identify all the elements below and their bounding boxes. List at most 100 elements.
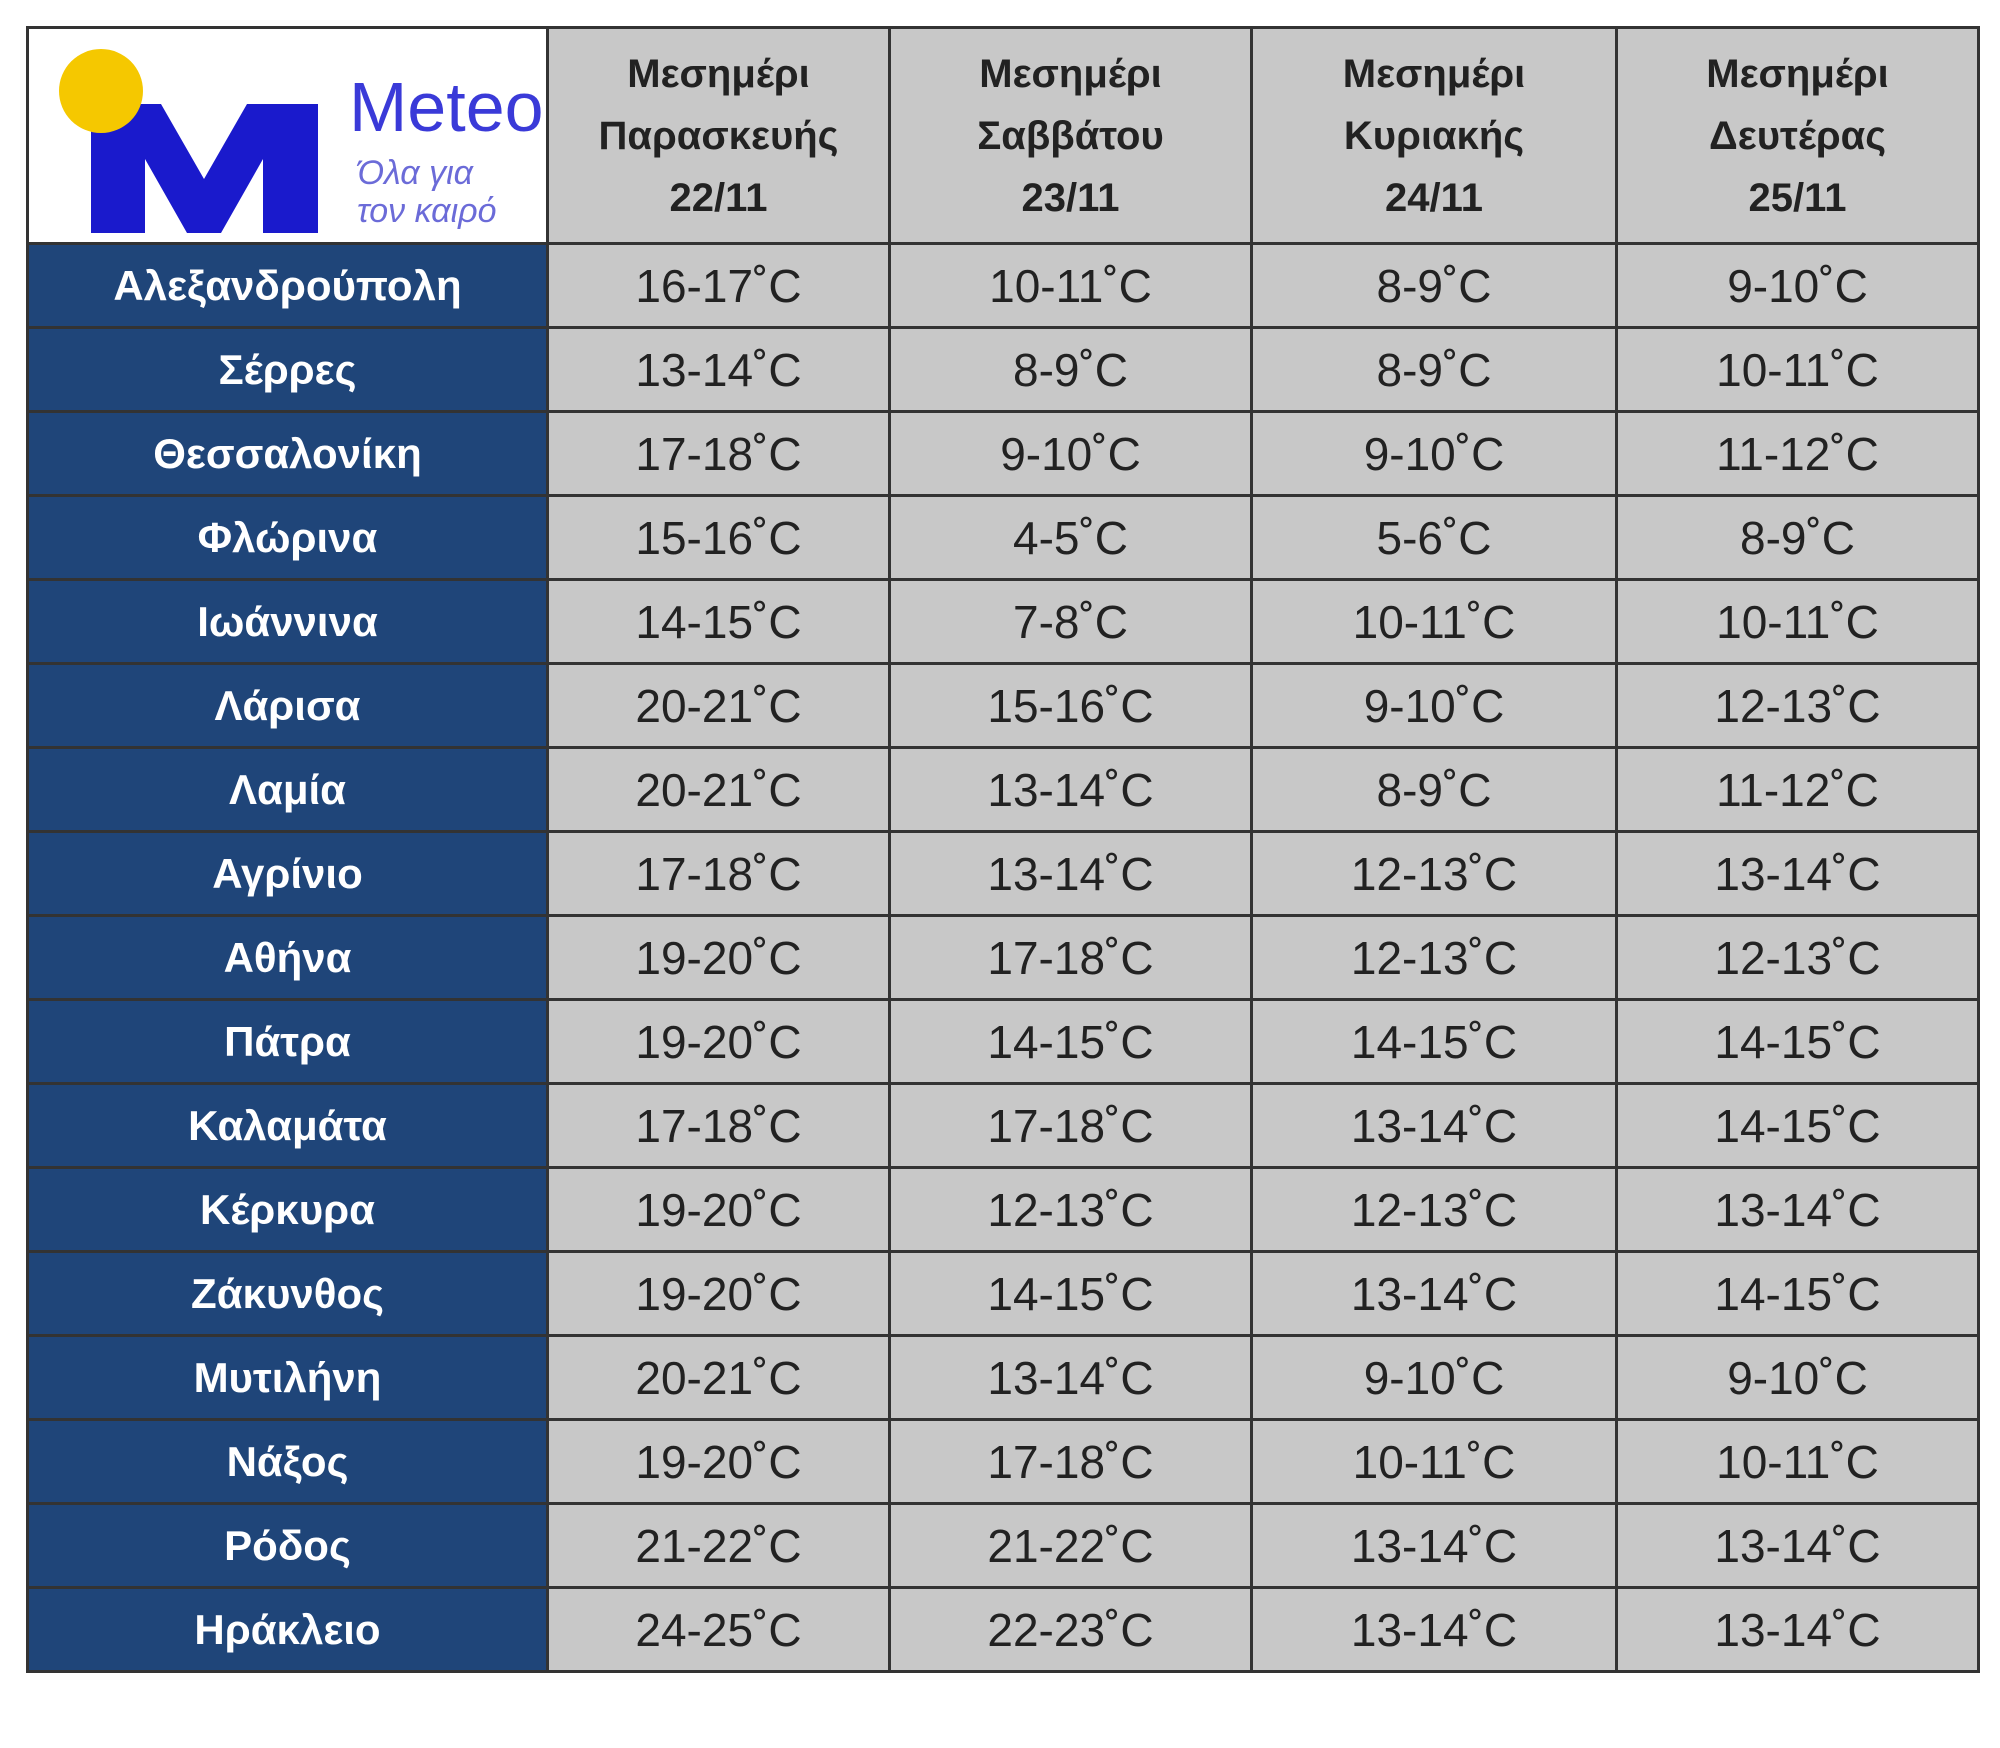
row: Φλώρινα 15-16˚C 4-5˚C 5-6˚C 8-9˚C [26, 494, 1980, 581]
logo-tagline: τον καιρό [357, 192, 497, 230]
logo-tagline: Όλα για [356, 154, 475, 192]
header-line: 22/11 [669, 175, 768, 220]
row: Αθήνα 19-20˚C 17-18˚C 12-13˚C 12-13˚C [26, 914, 1980, 1001]
temperature: 14-15˚C [546, 578, 891, 665]
temperature: 4-5˚C [888, 494, 1253, 581]
row: Ζάκυνθος 19-20˚C 14-15˚C 13-14˚C 14-15˚C [26, 1250, 1980, 1337]
temperature: 16-17˚C [546, 242, 891, 329]
city-name: Ιωάννινα [26, 578, 549, 665]
temperature: 14-15˚C [888, 998, 1253, 1085]
row: Ρόδος 21-22˚C 21-22˚C 13-14˚C 13-14˚C [26, 1502, 1980, 1589]
temperature: 11-12˚C [1615, 410, 1980, 497]
temperature: 9-10˚C [888, 410, 1253, 497]
city-name: Ηράκλειο [26, 1586, 549, 1673]
temperature: 20-21˚C [546, 746, 891, 833]
temperature: 12-13˚C [888, 1166, 1253, 1253]
row: Σέρρες 13-14˚C 8-9˚C 8-9˚C 10-11˚C [26, 326, 1980, 413]
city-name: Πάτρα [26, 998, 549, 1085]
city-name: Λάρισα [26, 662, 549, 749]
column-header: Μεσημέρι Παρασκευής 22/11 [546, 26, 891, 245]
header-row: Meteo Όλα για τον καιρό Μεσημέρι Παρασκευ… [26, 26, 1980, 245]
temperature: 13-14˚C [888, 1334, 1253, 1421]
row: Λαμία 20-21˚C 13-14˚C 8-9˚C 11-12˚C [26, 746, 1980, 833]
temperature: 8-9˚C [1250, 242, 1618, 329]
temperature: 10-11˚C [888, 242, 1253, 329]
header-line: 24/11 [1385, 175, 1483, 220]
temperature: 12-13˚C [1250, 830, 1618, 917]
city-name: Φλώρινα [26, 494, 549, 581]
table-body: Meteo Όλα για τον καιρό Μεσημέρι Παρασκευ… [26, 26, 1980, 1673]
temperature: 17-18˚C [546, 410, 891, 497]
row: Θεσσαλονίκη 17-18˚C 9-10˚C 9-10˚C 11-12˚C [26, 410, 1980, 497]
temperature: 19-20˚C [546, 914, 891, 1001]
city-name: Καλαμάτα [26, 1082, 549, 1169]
temperature: 10-11˚C [1615, 326, 1980, 413]
temperature: 13-14˚C [1615, 1586, 1980, 1673]
city-name: Μυτιλήνη [26, 1334, 549, 1421]
city-name: Κέρκυρα [26, 1166, 549, 1253]
city-name: Αλεξανδρούπολη [26, 242, 549, 329]
temperature: 9-10˚C [1615, 1334, 1980, 1421]
logo: Meteo Όλα για τον καιρό [58, 49, 543, 233]
header-line: Σαββάτου [977, 113, 1164, 158]
temperature: 14-15˚C [888, 1250, 1253, 1337]
row: Καλαμάτα 17-18˚C 17-18˚C 13-14˚C 14-15˚C [26, 1082, 1980, 1169]
temperature: 8-9˚C [1250, 746, 1618, 833]
column-header: Μεσημέρι Κυριακής 24/11 [1250, 26, 1618, 245]
temperature: 13-14˚C [1250, 1586, 1618, 1673]
temperature: 19-20˚C [546, 1250, 891, 1337]
temperature: 10-11˚C [1250, 578, 1618, 665]
temperature: 7-8˚C [888, 578, 1253, 665]
temperature: 9-10˚C [1250, 1334, 1618, 1421]
temperature: 8-9˚C [1250, 326, 1618, 413]
temperature: 20-21˚C [546, 1334, 891, 1421]
temperature: 20-21˚C [546, 662, 891, 749]
city-name: Θεσσαλονίκη [26, 410, 549, 497]
header-line: Μεσημέρι [1706, 51, 1889, 96]
row: Πάτρα 19-20˚C 14-15˚C 14-15˚C 14-15˚C [26, 998, 1980, 1085]
city-name: Λαμία [26, 746, 549, 833]
header-line: 25/11 [1748, 175, 1847, 220]
temperature: 19-20˚C [546, 998, 891, 1085]
temperature: 22-23˚C [888, 1586, 1253, 1673]
temperature: 12-13˚C [1250, 914, 1618, 1001]
temperature: 19-20˚C [546, 1166, 891, 1253]
temperature: 9-10˚C [1615, 242, 1980, 329]
header-line: Μεσημέρι [627, 51, 810, 96]
row: Αγρίνιο 17-18˚C 13-14˚C 12-13˚C 13-14˚C [26, 830, 1980, 917]
temperature: 17-18˚C [888, 1082, 1253, 1169]
header-line: Μεσημέρι [1342, 51, 1526, 96]
temperature: 8-9˚C [888, 326, 1253, 413]
column-header: Μεσημέρι Σαββάτου 23/11 [888, 26, 1253, 245]
logo-m [90, 104, 318, 233]
temperature: 15-16˚C [888, 662, 1253, 749]
temperature: 10-11˚C [1250, 1418, 1618, 1505]
header-line: Δευτέρας [1708, 113, 1887, 158]
temperature: 12-13˚C [1615, 914, 1980, 1001]
temperature: 21-22˚C [888, 1502, 1253, 1589]
city-name: Αθήνα [26, 914, 549, 1001]
temperature: 13-14˚C [1250, 1082, 1618, 1169]
temperature: 12-13˚C [1250, 1166, 1618, 1253]
row: Ηράκλειο 24-25˚C 22-23˚C 13-14˚C 13-14˚C [26, 1586, 1980, 1673]
forecast-table: Meteo Όλα για τον καιρό Μεσημέρι Παρασκευ… [26, 26, 1980, 1673]
city-name: Νάξος [26, 1418, 549, 1505]
row: Κέρκυρα 19-20˚C 12-13˚C 12-13˚C 13-14˚C [26, 1166, 1980, 1253]
row: Νάξος 19-20˚C 17-18˚C 10-11˚C 10-11˚C [26, 1418, 1980, 1505]
logo-sun [58, 49, 143, 133]
temperature: 14-15˚C [1615, 1082, 1980, 1169]
temperature: 13-14˚C [546, 326, 891, 413]
temperature: 15-16˚C [546, 494, 891, 581]
temperature: 8-9˚C [1615, 494, 1980, 581]
city-name: Ρόδος [26, 1502, 549, 1589]
temperature: 17-18˚C [546, 830, 891, 917]
header-line: Μεσημέρι [979, 51, 1162, 96]
temperature: 14-15˚C [1615, 1250, 1980, 1337]
header-line: Παρασκευής [598, 113, 839, 158]
column-header: Μεσημέρι Δευτέρας 25/11 [1615, 26, 1980, 245]
temperature: 13-14˚C [1615, 830, 1980, 917]
temperature: 9-10˚C [1250, 662, 1618, 749]
temperature: 5-6˚C [1250, 494, 1618, 581]
temperature: 13-14˚C [1250, 1502, 1618, 1589]
